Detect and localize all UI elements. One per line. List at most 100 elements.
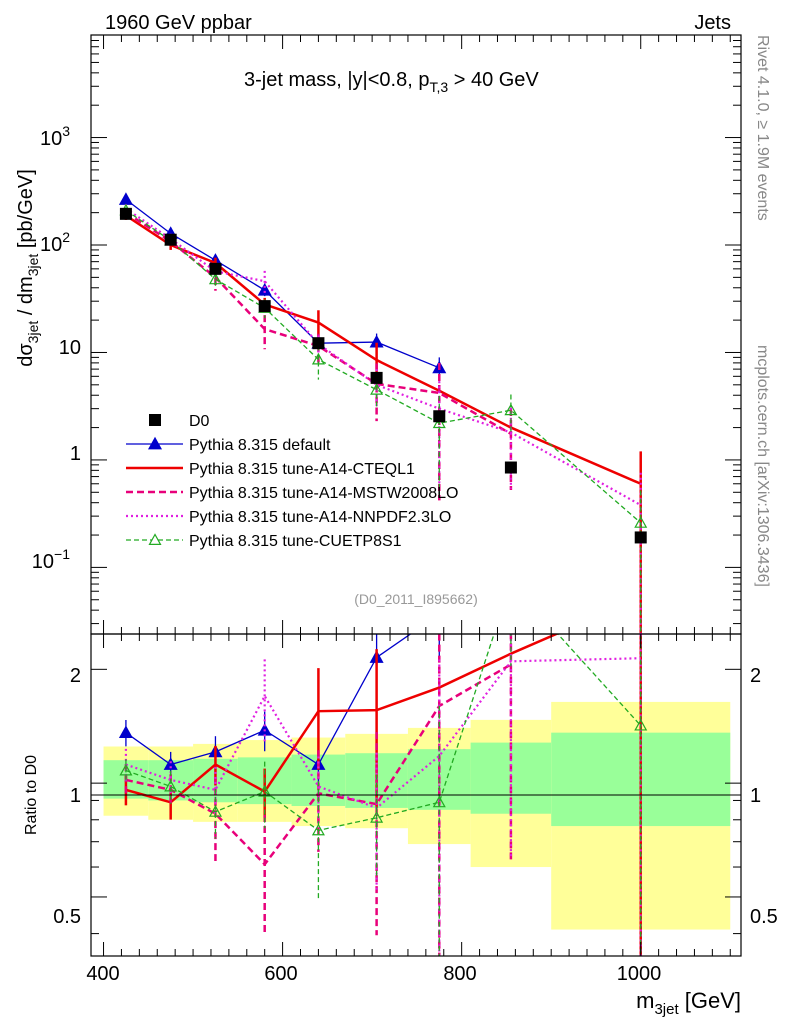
x-tick-labels: 400 600 800 1000 xyxy=(86,963,661,985)
x-tick-label-1000: 1000 xyxy=(617,963,662,985)
ratio-bands xyxy=(103,701,731,930)
y-label-mid: / dm xyxy=(15,276,37,320)
y-tick-label-1000: 103 xyxy=(40,123,70,150)
legend-label: D0 xyxy=(189,413,210,430)
legend-marker xyxy=(148,533,162,546)
series-4-line xyxy=(125,209,642,524)
data-point xyxy=(370,371,383,384)
y-tick-label-0p1: 10−1 xyxy=(32,546,70,573)
series-4-marker xyxy=(370,383,384,395)
chart-title-tail: > 40 GeV xyxy=(448,69,539,91)
ratio-series-group xyxy=(118,577,648,956)
y-label-main: dσ xyxy=(15,343,37,367)
watermark: (D0_2011_I895662) xyxy=(354,591,478,607)
series-4-ratio-marker xyxy=(208,805,222,817)
ratio-y-tick-labels-right: 0.5 1 2 xyxy=(750,665,778,928)
series-0-marker xyxy=(257,282,272,296)
legend-entry: Pythia 8.315 tune-A14-CTEQL1 xyxy=(126,461,415,478)
y-tick-label-10: 10 xyxy=(59,337,81,359)
series-0-ratio-marker xyxy=(433,608,445,619)
y-axis-label: dσ3jet / dm3jet [pb/GeV] xyxy=(15,169,41,367)
chart-title-main: 3-jet mass, |y|<0.8, p xyxy=(244,69,429,91)
series-0-marker xyxy=(118,192,133,205)
legend-label: Pythia 8.315 tune-A14-NNPDF2.3LO xyxy=(189,509,451,526)
data-point xyxy=(634,531,647,544)
series-4-ratio-marker xyxy=(370,811,384,823)
legend-entry: Pythia 8.315 default xyxy=(126,436,331,454)
series-4-marker xyxy=(634,516,648,528)
legend-entry: D0 xyxy=(149,413,210,430)
ratio-tick-label-2: 2 xyxy=(70,665,81,687)
series-4-ratio-marker xyxy=(432,795,446,808)
legend-entry: Pythia 8.315 tune-A14-NNPDF2.3LO xyxy=(126,509,451,526)
y-tick-label-100: 102 xyxy=(40,229,70,256)
x-tick-label-800: 800 xyxy=(443,963,476,985)
series-2-ratio-line xyxy=(125,663,512,867)
data-points xyxy=(119,207,647,544)
legend-label: Pythia 8.315 tune-A14-CTEQL1 xyxy=(189,461,415,478)
ratio-tick-label-0p5-right: 0.5 xyxy=(750,906,778,928)
main-series-group xyxy=(118,192,648,634)
ratio-tick-label-1-right: 1 xyxy=(750,785,761,807)
data-point xyxy=(164,233,177,246)
legend-marker xyxy=(149,414,161,426)
ratio-y-tick-labels-left: 0.5 1 2 xyxy=(53,665,81,928)
data-point xyxy=(258,300,271,313)
series-3-line xyxy=(125,207,642,507)
x-tick-label-400: 400 xyxy=(86,963,119,985)
y-tick-label-1: 1 xyxy=(70,443,81,465)
y-tick-base: 10 xyxy=(40,234,62,256)
side-rivet-label: Rivet 4.1.0, ≥ 1.9M events xyxy=(754,35,771,221)
series-4-marker xyxy=(504,403,518,416)
series-4-marker xyxy=(208,272,222,285)
series-4-ratio-marker xyxy=(311,823,325,836)
y-label-unit: [pb/GeV] xyxy=(15,169,37,254)
series-4-ratio-marker xyxy=(634,718,648,731)
series-4-ratio-marker xyxy=(119,763,133,776)
legend-marker xyxy=(147,436,163,450)
header-left: 1960 GeV ppbar xyxy=(105,12,252,34)
y-tick-exp: −1 xyxy=(54,546,70,562)
y-tick-exp: 2 xyxy=(62,229,70,245)
y-tick-exp: 3 xyxy=(62,123,70,139)
x-label-main: m xyxy=(636,988,654,1013)
y-tick-base: 10 xyxy=(40,128,62,150)
ratio-axis-ticks xyxy=(91,634,741,956)
data-point xyxy=(312,337,325,350)
series-0-ratio-marker xyxy=(118,725,133,739)
series-4-marker xyxy=(432,416,446,429)
data-point xyxy=(209,262,222,275)
ratio-tick-label-2-right: 2 xyxy=(750,665,761,687)
series-0-main xyxy=(118,192,447,382)
y-tick-base: 10 xyxy=(32,551,54,573)
series-4-ratio-marker xyxy=(505,577,516,587)
series-4-marker xyxy=(311,352,325,365)
series-2-line xyxy=(125,211,512,435)
x-tick-label-600: 600 xyxy=(264,963,297,985)
main-y-tick-labels: 10−1 1 10 102 103 xyxy=(32,123,81,573)
main-panel: 3-jet mass, |y|<0.8, pT,3 > 40 GeV (D0_2… xyxy=(15,34,742,635)
chart-title-sub: T,3 xyxy=(429,79,448,95)
legend: D0 Pythia 8.315 default Pythia 8.315 tune-… xyxy=(126,413,458,550)
data-point xyxy=(504,461,517,474)
chart-title: 3-jet mass, |y|<0.8, pT,3 > 40 GeV xyxy=(244,69,539,95)
legend-label: Pythia 8.315 default xyxy=(189,437,331,454)
side-mcplots-label: mcplots.cern.ch [arXiv:1306.3436] xyxy=(754,345,771,587)
x-label-sub: 3jet xyxy=(654,1001,679,1018)
data-point xyxy=(119,207,132,220)
header-right: Jets xyxy=(694,12,731,34)
series-4-ratio-marker xyxy=(164,779,178,792)
ratio-panel: 0.5 1 2 0.5 1 2 Ratio to D0 400 600 800 … xyxy=(23,577,778,1018)
ratio-axis-label: Ratio to D0 xyxy=(23,755,40,835)
series-3-ratio-line xyxy=(125,657,641,810)
legend-entry: Pythia 8.315 tune-A14-MSTW2008LO xyxy=(126,485,458,502)
ratio-tick-label-0p5: 0.5 xyxy=(53,906,81,928)
x-label-unit: [GeV] xyxy=(679,988,741,1013)
legend-label: Pythia 8.315 tune-CUETP8S1 xyxy=(189,533,402,550)
legend-label: Pythia 8.315 tune-A14-MSTW2008LO xyxy=(189,485,458,502)
y-label-sub1: 3jet xyxy=(25,321,41,344)
series-0-ratio-marker xyxy=(163,757,178,770)
series-0-line xyxy=(125,199,440,369)
legend-entry: Pythia 8.315 tune-CUETP8S1 xyxy=(126,533,402,550)
